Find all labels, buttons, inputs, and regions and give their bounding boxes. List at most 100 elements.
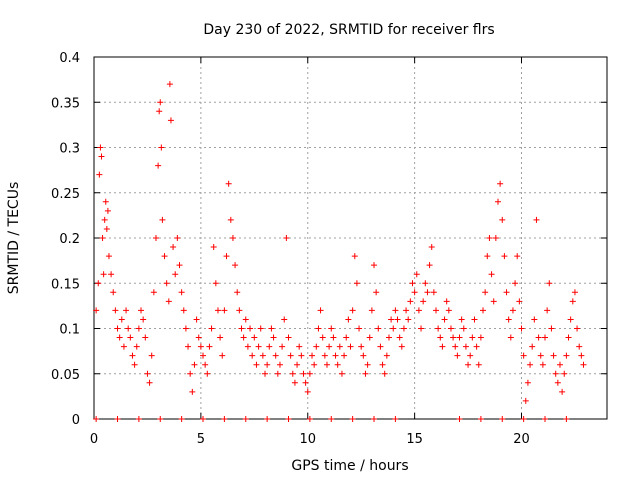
data-point bbox=[272, 352, 279, 359]
data-point bbox=[266, 343, 273, 350]
data-point bbox=[108, 271, 115, 278]
data-point bbox=[172, 271, 179, 278]
data-point bbox=[135, 416, 142, 422]
data-point bbox=[180, 307, 187, 314]
data-point bbox=[576, 343, 583, 350]
data-point bbox=[563, 352, 570, 359]
y-axis-label: SRMTID / TECUs bbox=[6, 182, 22, 295]
data-point bbox=[306, 370, 313, 377]
data-point bbox=[214, 307, 221, 314]
data-point bbox=[514, 253, 521, 260]
data-point bbox=[259, 352, 266, 359]
data-point bbox=[400, 325, 407, 332]
data-point bbox=[439, 343, 446, 350]
data-point bbox=[544, 307, 551, 314]
data-point bbox=[158, 144, 165, 151]
data-point bbox=[563, 416, 570, 422]
y-tick-label: 0.05 bbox=[51, 368, 80, 383]
data-point bbox=[571, 289, 578, 296]
data-point bbox=[229, 235, 236, 241]
y-tick-label: 0.35 bbox=[51, 96, 80, 111]
data-point bbox=[104, 207, 111, 214]
data-point bbox=[505, 316, 512, 323]
data-point bbox=[212, 280, 219, 287]
data-point bbox=[306, 416, 313, 422]
data-point bbox=[411, 289, 418, 296]
data-point bbox=[174, 235, 181, 241]
data-point bbox=[469, 334, 476, 341]
data-point bbox=[276, 361, 283, 368]
data-point bbox=[123, 307, 130, 314]
data-point bbox=[253, 361, 260, 368]
data-point bbox=[362, 370, 369, 377]
data-point bbox=[135, 325, 142, 332]
data-point bbox=[116, 334, 123, 341]
data-point bbox=[156, 108, 163, 115]
data-point bbox=[437, 334, 444, 341]
data-point bbox=[283, 235, 290, 241]
data-point bbox=[433, 307, 439, 314]
data-point bbox=[140, 316, 147, 323]
data-point bbox=[347, 343, 354, 350]
data-point bbox=[396, 334, 403, 341]
data-point bbox=[309, 352, 316, 359]
data-point bbox=[407, 298, 414, 305]
data-point bbox=[193, 316, 200, 323]
data-point bbox=[548, 325, 555, 332]
data-point bbox=[110, 289, 117, 296]
data-point bbox=[546, 280, 553, 287]
x-tick-label: 15 bbox=[406, 432, 423, 447]
data-point bbox=[105, 253, 112, 260]
data-point bbox=[565, 334, 572, 341]
data-point bbox=[251, 334, 258, 341]
tick-labels: 0 0.05 0.1 0.15 0.2 0.25 0.3 0.35 0.4 0 5 10 15 20 bbox=[51, 51, 530, 447]
data-point bbox=[296, 343, 303, 350]
data-point bbox=[373, 289, 380, 296]
data-point bbox=[221, 307, 228, 314]
data-point bbox=[512, 280, 519, 287]
data-point bbox=[484, 253, 491, 260]
data-point bbox=[247, 325, 254, 332]
data-point bbox=[127, 334, 134, 341]
data-point bbox=[330, 334, 337, 341]
data-point bbox=[430, 289, 437, 296]
data-point bbox=[456, 416, 463, 422]
data-point bbox=[114, 325, 121, 332]
data-point bbox=[377, 343, 384, 350]
data-point bbox=[274, 370, 281, 377]
data-point bbox=[279, 343, 286, 350]
data-point bbox=[317, 307, 324, 314]
data-point bbox=[445, 307, 452, 314]
data-point bbox=[232, 262, 239, 269]
data-point bbox=[338, 370, 345, 377]
data-point bbox=[268, 325, 275, 332]
data-point bbox=[405, 316, 412, 323]
data-point bbox=[182, 325, 189, 332]
data-point bbox=[238, 325, 245, 332]
data-point bbox=[520, 352, 527, 359]
data-point bbox=[447, 325, 454, 332]
data-point bbox=[101, 216, 108, 223]
y-tick-label: 0.2 bbox=[59, 232, 80, 247]
data-point bbox=[138, 307, 145, 314]
data-point bbox=[146, 379, 153, 386]
data-point bbox=[503, 289, 510, 296]
data-point bbox=[415, 307, 422, 314]
data-point bbox=[531, 316, 538, 323]
data-point bbox=[103, 225, 110, 232]
data-point bbox=[202, 361, 209, 368]
data-point bbox=[334, 361, 341, 368]
data-point bbox=[120, 343, 127, 350]
data-point bbox=[492, 235, 499, 241]
data-point bbox=[435, 325, 442, 332]
data-point bbox=[499, 216, 506, 223]
data-point bbox=[311, 361, 318, 368]
data-point bbox=[315, 325, 322, 332]
y-tick-label: 0.15 bbox=[51, 277, 80, 292]
data-point bbox=[413, 271, 420, 278]
data-point bbox=[155, 162, 162, 169]
data-point bbox=[197, 343, 204, 350]
data-point bbox=[497, 180, 504, 187]
data-point bbox=[93, 416, 100, 422]
data-point bbox=[392, 416, 399, 422]
